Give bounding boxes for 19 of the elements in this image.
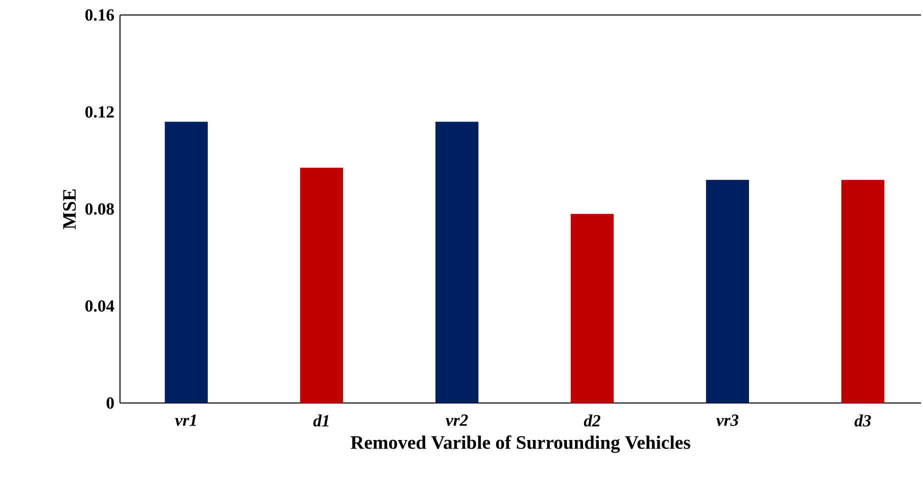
bar: [300, 168, 344, 403]
x-tick-label: d1: [313, 414, 328, 426]
bar: [570, 214, 614, 403]
bar: [435, 122, 478, 403]
x-tick-label: vr2: [446, 414, 468, 426]
bar: [706, 180, 750, 403]
y-tick-label: 0.12: [85, 106, 114, 118]
x-tick-label: d2: [584, 414, 600, 426]
y-tick-label: 0: [106, 397, 114, 409]
bar: [841, 180, 884, 403]
x-tick-label: d3: [854, 414, 871, 426]
x-tick-label: vr1: [175, 414, 196, 426]
x-axis-title: Removed Varible of Surrounding Vehicles: [350, 435, 690, 453]
y-tick-label: 0.04: [85, 300, 114, 312]
x-tick-label: vr3: [716, 414, 738, 426]
y-tick-label: 0.08: [85, 203, 114, 215]
bar: [164, 122, 208, 403]
y-tick-label: 0.16: [85, 9, 114, 21]
y-axis-title: MSE: [63, 189, 76, 230]
